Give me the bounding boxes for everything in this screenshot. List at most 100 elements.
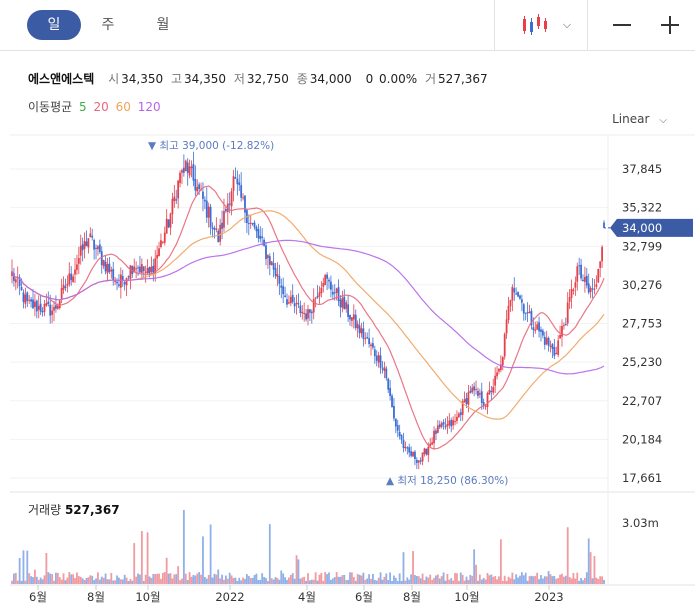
volume-bar [404,580,407,584]
volume-bar [498,576,500,584]
candle [391,393,393,408]
volume-bar [278,579,281,584]
volume-bar [538,579,540,584]
candle [477,387,479,399]
volume-bar [555,578,558,584]
volume-bar [209,524,212,584]
volume-bar [56,572,59,584]
candle [234,167,237,180]
candle [160,233,162,249]
candle [480,382,483,410]
candle [278,264,281,295]
y-tick-label: 17,661 [622,471,662,485]
volume-bar [79,576,82,584]
volume-bar [585,572,588,584]
volume-bar [188,572,191,584]
chevron-down-icon: ⌵ [562,18,572,31]
candle [102,259,105,269]
candle [72,273,75,283]
candlestick-icon [522,14,547,35]
zoom-out-button[interactable] [608,0,636,50]
volume-bar [402,552,405,584]
candle [175,189,178,205]
volume-bar [219,578,222,584]
volume-bar [293,578,296,584]
volume-bar [284,577,286,584]
volume-bar [87,577,90,584]
candle [446,416,449,434]
candle [457,412,460,419]
candle [498,368,500,375]
volume-bar [236,580,239,584]
candle [601,245,603,268]
volume-bar [182,510,185,584]
y-tick-label: 35,322 [622,201,662,215]
volume-bar [545,576,548,584]
volume-bar [425,576,428,584]
volume-bar [393,575,395,584]
candle [421,452,424,466]
volume-bar [299,578,302,584]
volume-bar [408,579,411,584]
candle [410,446,413,458]
candle [152,259,155,282]
volume-bar [372,573,374,584]
candle [257,223,260,243]
candle [211,222,214,238]
volume-bar [11,580,13,584]
candle [255,225,258,239]
candle [584,266,586,293]
candle [209,204,212,235]
volume-bar [414,575,416,584]
volume-bar [200,574,202,584]
volume-bar [242,577,244,584]
volume-bar [383,576,386,584]
candle [375,350,378,367]
candle [173,184,176,208]
candle [456,410,458,424]
low-label: 저 [233,72,245,86]
candle [328,277,330,289]
volume-bar [89,575,92,584]
candle [135,261,138,279]
volume-bar [593,556,596,584]
tab-daily[interactable]: 일 [27,10,81,40]
tab-weekly[interactable]: 주 [101,17,115,33]
volume-bar [463,580,466,584]
volume-bar [509,578,512,584]
zoom-in-button[interactable] [656,0,684,50]
candle [77,246,80,274]
candle [499,355,502,373]
volume-bar [337,576,340,584]
candle [570,279,573,309]
candle [349,314,351,326]
x-tick-label: 10월 [135,590,160,604]
volume-bar [68,572,71,584]
volume-bar [532,576,535,584]
candle [161,241,164,245]
volume-bar [599,576,602,584]
candle [87,238,90,254]
candle [452,416,455,430]
chart-type-dropdown[interactable]: ⌵ [505,0,585,50]
candle [316,285,319,299]
scale-dropdown[interactable]: Linear ⌵ [612,112,667,126]
volume-value: 527,367 [438,72,488,86]
volume-bar [582,580,584,584]
volume-bar [387,580,390,584]
x-tick-label: 8월 [87,590,105,604]
candle [30,297,32,308]
volume-bar [161,572,164,584]
candle [358,318,361,339]
candle [247,214,250,236]
candle [436,420,439,434]
x-tick-label: 8월 [403,590,421,604]
volume-bar [181,578,183,584]
volume-bar [144,574,147,584]
volume-bar [389,572,392,584]
candle [414,449,416,466]
tab-monthly[interactable]: 월 [156,17,170,33]
volume-bar [137,573,139,584]
volume-bar [320,572,323,584]
